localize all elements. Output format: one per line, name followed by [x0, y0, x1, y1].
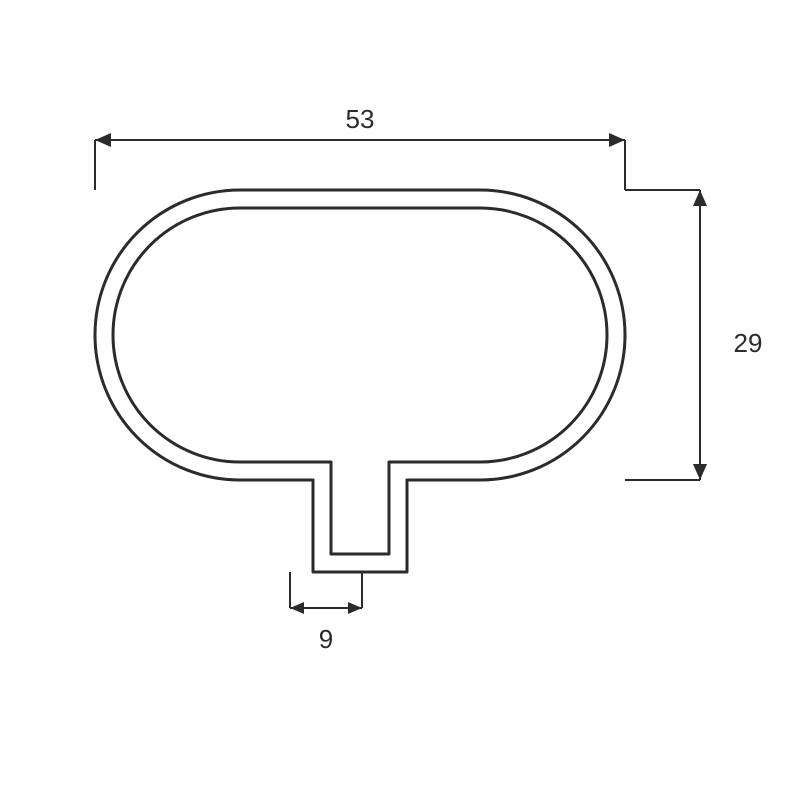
- dimension-value-stem: 9: [319, 624, 333, 654]
- dimension-value-height: 29: [734, 328, 763, 358]
- dimensioned-shape-diagram: 53 29 9: [0, 0, 800, 800]
- dimension-value-width: 53: [346, 104, 375, 134]
- canvas-background: [0, 0, 800, 800]
